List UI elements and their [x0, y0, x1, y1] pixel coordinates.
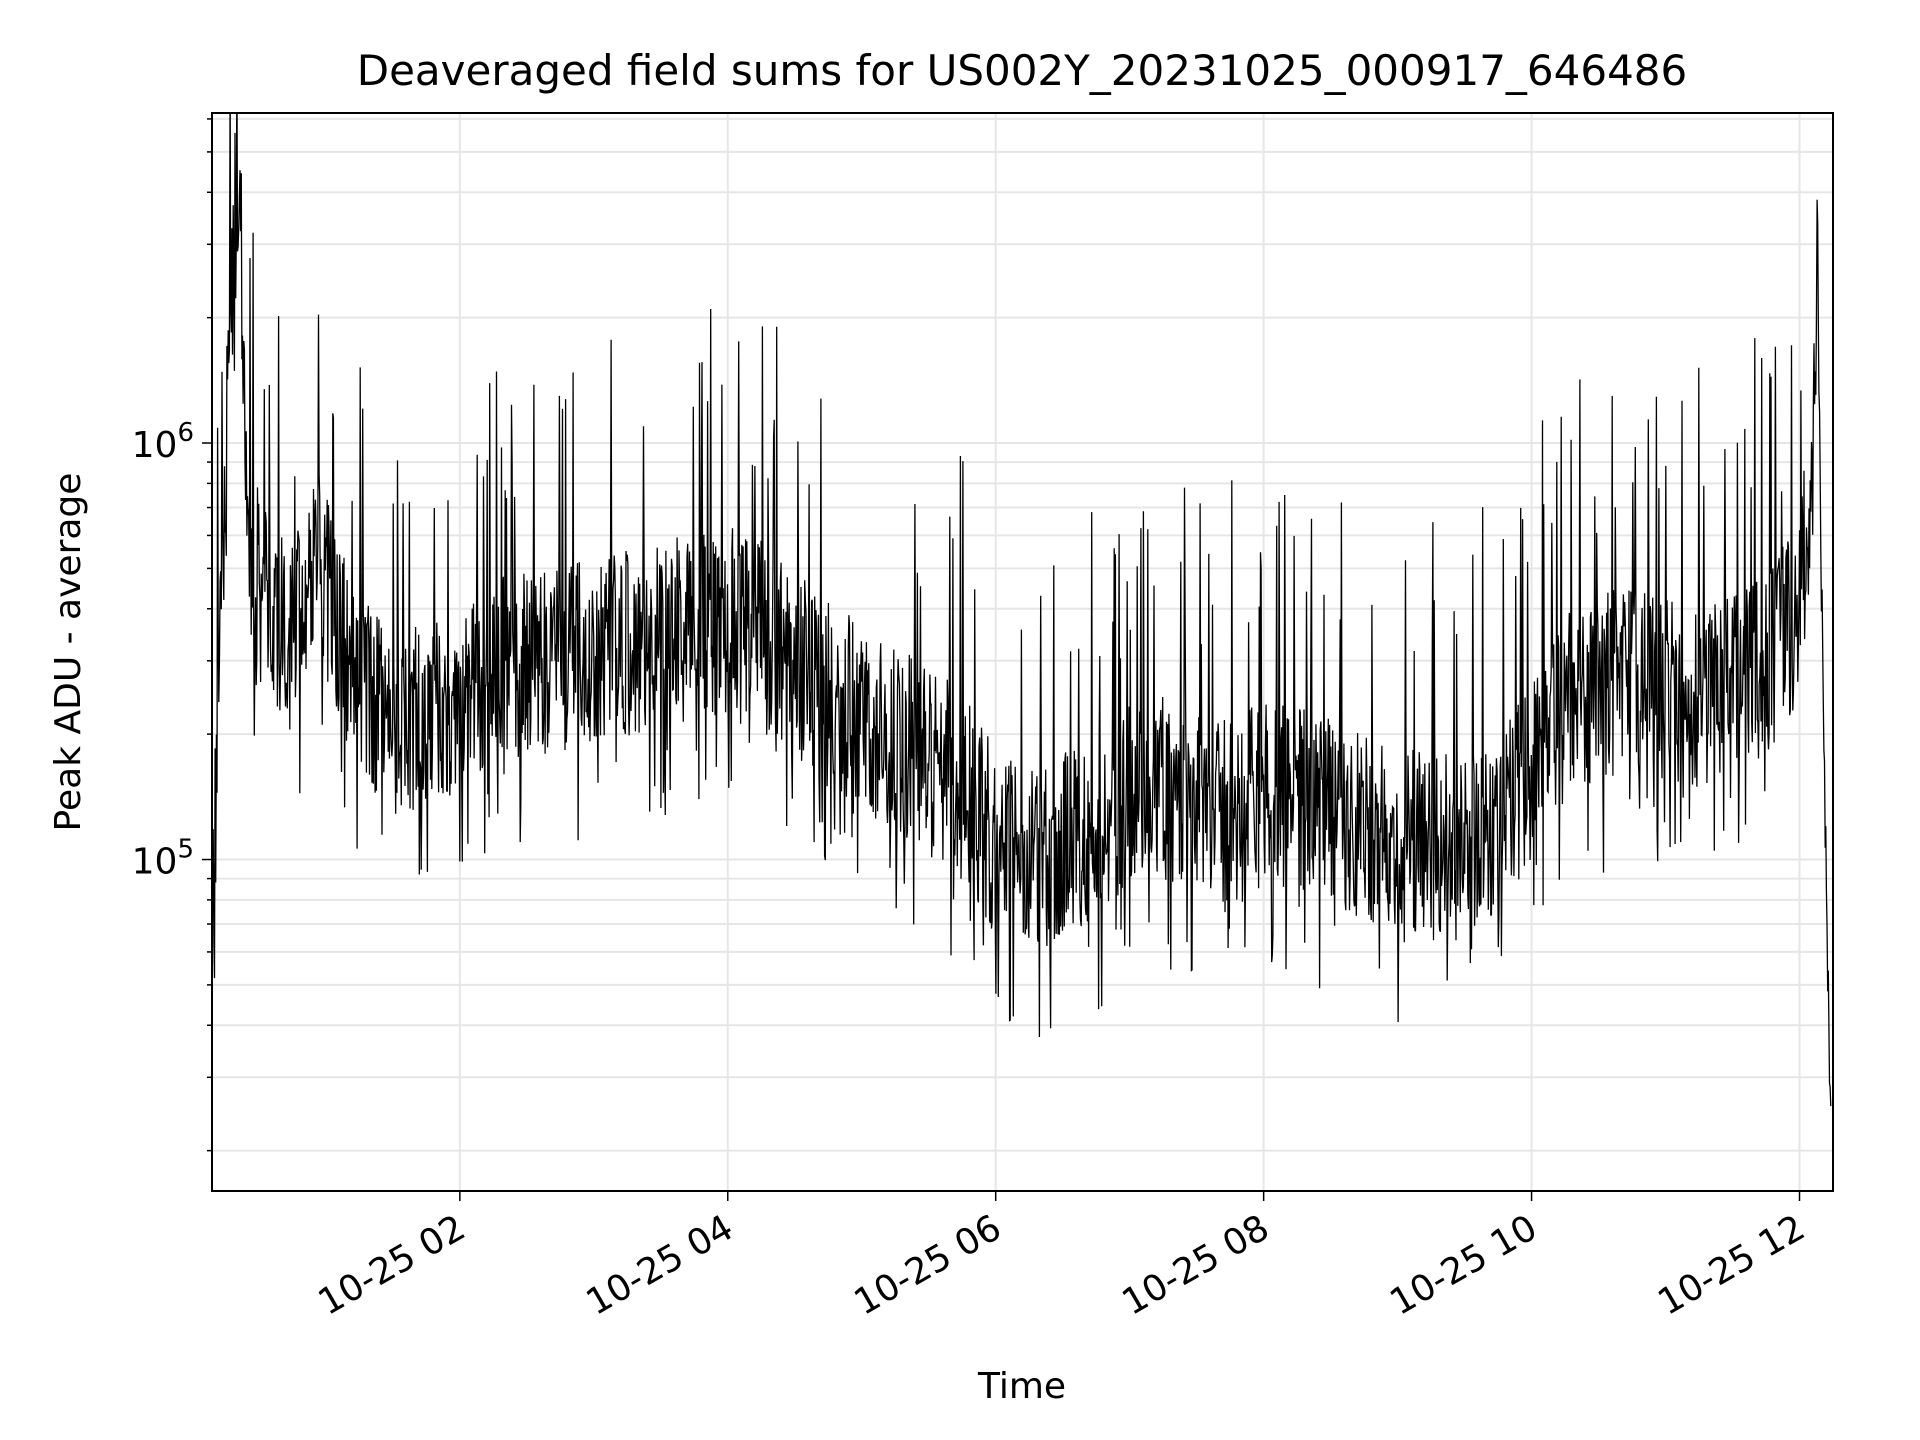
y-tick-label-exponent: 6	[177, 418, 194, 448]
y-tick-label-base: 10	[132, 425, 178, 466]
y-tick-label-exponent: 5	[177, 835, 194, 865]
x-axis-label: Time	[977, 1366, 1066, 1407]
y-axis-label: Peak ADU - average	[48, 473, 89, 832]
y-tick-label-base: 10	[132, 842, 178, 883]
y-tick-label: 106	[132, 418, 194, 466]
grid	[212, 113, 1833, 1191]
series-line	[212, 113, 1832, 1107]
plot-frame	[211, 112, 1834, 1192]
chart-title: Deaveraged field sums for US002Y_2023102…	[357, 46, 1688, 95]
y-tick-label: 105	[132, 835, 194, 883]
